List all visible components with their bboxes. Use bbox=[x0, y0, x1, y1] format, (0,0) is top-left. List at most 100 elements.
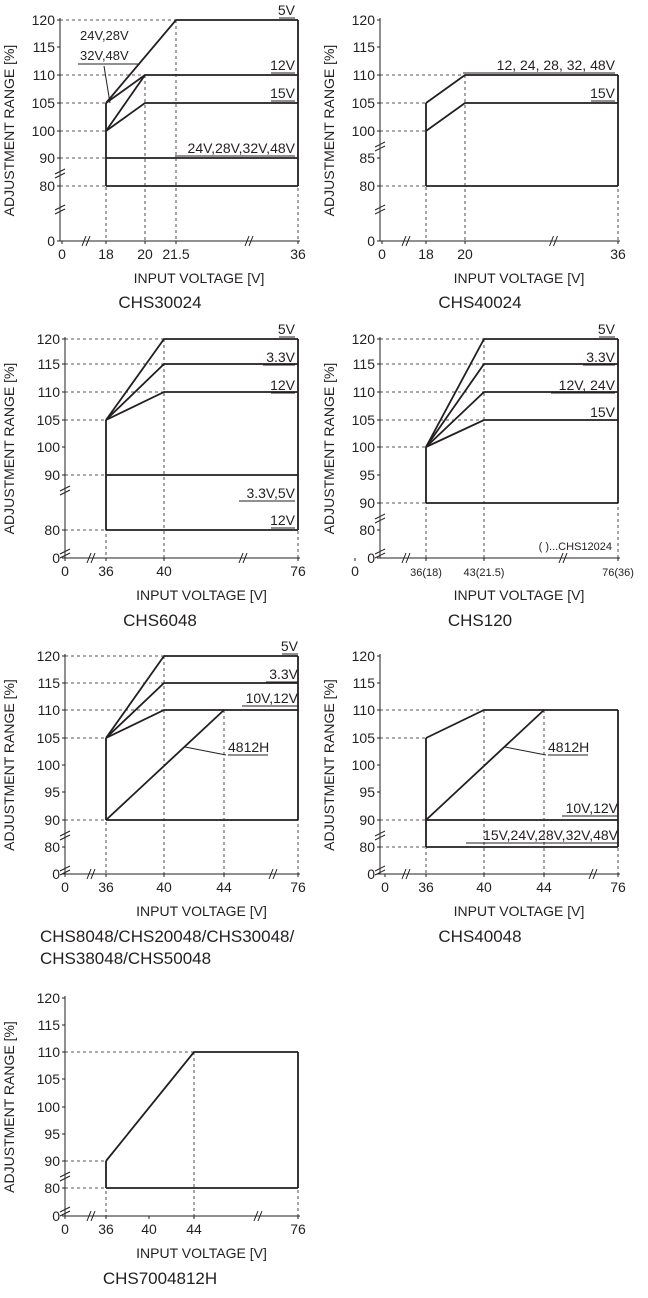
x-tick-label: 76(36) bbox=[602, 567, 634, 579]
series-line bbox=[105, 682, 298, 739]
series-line bbox=[425, 709, 545, 821]
series-line bbox=[425, 419, 618, 448]
y-tick-label: 100 bbox=[37, 1099, 61, 1115]
series-label: 12, 24, 28, 32, 48V bbox=[497, 57, 616, 73]
axis-break-mark bbox=[374, 830, 386, 841]
x-tick-label: 36 bbox=[610, 246, 626, 262]
y-tick-label: 120 bbox=[37, 648, 61, 664]
y-tick-label: 110 bbox=[38, 384, 61, 400]
series-label: 15V bbox=[590, 85, 616, 101]
x-axis-title: INPUT VOLTAGE [V] bbox=[454, 270, 585, 286]
y-tick-label: 115 bbox=[33, 39, 56, 55]
y-tick-label: 85 bbox=[359, 150, 375, 166]
axis-break-mark bbox=[238, 552, 248, 564]
x-tick-label: 36 bbox=[98, 563, 114, 579]
series-label: 12V bbox=[270, 512, 296, 528]
x-tick-label: 44 bbox=[186, 1221, 202, 1237]
series-line bbox=[105, 709, 298, 739]
annotation-text: 24V,28V bbox=[80, 28, 129, 43]
series-label: 12V, 24V bbox=[559, 377, 616, 393]
series-label: 12V bbox=[270, 377, 296, 393]
axis-break-mark bbox=[401, 552, 411, 564]
chart-caption: CHS40024 bbox=[438, 293, 522, 312]
series-label: 5V bbox=[598, 321, 616, 337]
y-axis-title: ADJUSTMENT RANGE [%] bbox=[321, 679, 337, 851]
y-tick-label: 90 bbox=[359, 495, 375, 511]
series-line bbox=[105, 19, 298, 104]
annotation-text: ( )...CHS12024 bbox=[539, 541, 612, 553]
chart-chs8048: 0 80 90 95 100 105 110 115 120 0 36 40 44 76 ADJUSTMEN… bbox=[1, 638, 306, 919]
x-tick-label: 40 bbox=[476, 879, 492, 895]
series-label: 5V bbox=[281, 638, 299, 654]
axis-break-mark bbox=[54, 204, 66, 215]
series-line bbox=[105, 338, 298, 421]
y-tick-label: 100 bbox=[37, 439, 61, 455]
y-tick-label: 100 bbox=[352, 123, 376, 139]
x-tick-label: 18 bbox=[418, 246, 434, 262]
x-tick-label: 0 bbox=[61, 563, 69, 579]
y-axis-title: ADJUSTMENT RANGE [%] bbox=[1, 45, 17, 217]
axis-break-mark bbox=[59, 1206, 71, 1217]
chart-chs30024: 0 80 90 100 105 110 115 120 0 18 20 21.5 36 ADJUSTMEN… bbox=[1, 2, 306, 286]
axis-break-mark bbox=[59, 830, 71, 841]
y-tick-label: 100 bbox=[37, 757, 61, 773]
x-tick-label: 44 bbox=[536, 879, 552, 895]
y-tick-label: 95 bbox=[359, 467, 375, 483]
x-axis-title: INPUT VOLTAGE [V] bbox=[454, 587, 585, 603]
series-line bbox=[105, 363, 298, 421]
x-axis-title: INPUT VOLTAGE [V] bbox=[136, 1245, 267, 1261]
y-tick-label: 115 bbox=[353, 356, 376, 372]
x-tick-label: 40 bbox=[141, 1221, 157, 1237]
x-tick-label: 0 bbox=[61, 1221, 69, 1237]
y-axis-title: ADJUSTMENT RANGE [%] bbox=[1, 679, 17, 851]
y-axis-title: ADJUSTMENT RANGE [%] bbox=[321, 363, 337, 535]
axis-break-mark bbox=[401, 868, 411, 880]
x-tick-label: 18 bbox=[98, 246, 114, 262]
chart-caption: CHS120 bbox=[447, 611, 513, 630]
axis-break-mark bbox=[374, 141, 386, 152]
chart-chs40048: 0 80 90 95 100 105 110 115 120 0 36 40 44 76 ADJUSTMEN… bbox=[321, 648, 626, 919]
y-tick-label: 115 bbox=[353, 39, 376, 55]
series-label: 15V,24V,28V,32V,48V bbox=[483, 827, 619, 843]
y-tick-label: 105 bbox=[37, 1071, 61, 1087]
axis-break-mark bbox=[253, 1210, 263, 1222]
y-tick-label: 120 bbox=[37, 331, 61, 347]
y-tick-label: 120 bbox=[352, 12, 376, 28]
x-axis-title: INPUT VOLTAGE [V] bbox=[136, 903, 267, 919]
x-axis-title: INPUT VOLTAGE [V] bbox=[454, 903, 585, 919]
axis-break-mark bbox=[81, 235, 91, 247]
y-tick-label: 105 bbox=[352, 412, 376, 428]
chart-caption: CHS7004812H bbox=[102, 1269, 218, 1288]
y-axis-title: ADJUSTMENT RANGE [%] bbox=[1, 1021, 17, 1193]
series-line bbox=[425, 709, 618, 739]
y-tick-label: 115 bbox=[38, 1017, 61, 1033]
series-label: 10V,12V bbox=[566, 800, 619, 816]
x-tick-label: 36 bbox=[98, 879, 114, 895]
axis-break-mark bbox=[59, 485, 71, 496]
x-axis-title: INPUT VOLTAGE [V] bbox=[136, 587, 267, 603]
y-tick-label: 90 bbox=[44, 1153, 60, 1169]
axis-break-mark bbox=[54, 168, 66, 179]
y-tick-label: 95 bbox=[44, 784, 60, 800]
x-tick-label: 76 bbox=[610, 879, 626, 895]
y-tick-label: 0 bbox=[52, 866, 60, 882]
y-tick-label: 90 bbox=[39, 150, 55, 166]
y-tick-label: 90 bbox=[44, 812, 60, 828]
x-tick-label: 44 bbox=[216, 879, 232, 895]
x-tick-label: 36 bbox=[290, 246, 306, 262]
series-label: 4812H bbox=[548, 739, 589, 755]
series-line bbox=[425, 391, 618, 448]
series-label: 15V bbox=[270, 85, 296, 101]
y-tick-label: 110 bbox=[353, 67, 376, 83]
leader-line bbox=[103, 65, 111, 104]
y-tick-label: 90 bbox=[359, 812, 375, 828]
axis-break-mark bbox=[374, 513, 386, 524]
y-tick-label: 95 bbox=[359, 784, 375, 800]
y-tick-label: 115 bbox=[38, 675, 61, 691]
series-label: 3.3V bbox=[586, 349, 615, 365]
y-tick-label: 80 bbox=[359, 522, 375, 538]
chart-chs40024: 0 80 85 100 105 110 115 120 0 18 20 36 ADJUSTMENT RA… bbox=[321, 12, 626, 286]
x-axis-title: INPUT VOLTAGE [V] bbox=[134, 270, 265, 286]
series-line bbox=[425, 338, 618, 448]
series-line bbox=[105, 74, 146, 104]
